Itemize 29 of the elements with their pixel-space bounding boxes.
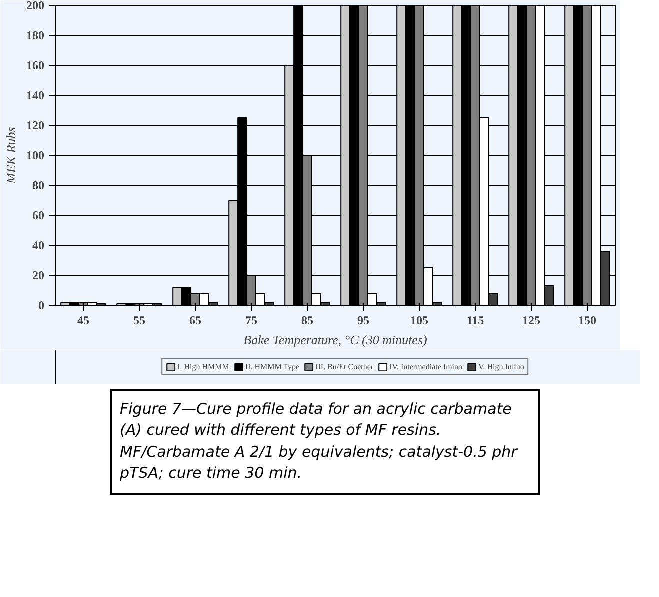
y-tick-label: 40	[32, 238, 44, 252]
y-tick-label: 20	[32, 268, 44, 282]
legend-label: I. High HMMM	[178, 362, 230, 372]
x-tick-label: 125	[522, 314, 540, 328]
y-tick-label: 160	[26, 58, 44, 72]
y-tick-label: 120	[26, 118, 44, 132]
x-tick-label: 95	[358, 314, 370, 328]
x-axis-title: Bake Temperature, °C (30 minutes)	[244, 332, 428, 348]
x-tick-label: 115	[466, 314, 484, 328]
x-tick-label: 150	[578, 314, 596, 328]
x-tick-label: 85	[302, 314, 314, 328]
y-tick-label: 80	[32, 178, 44, 192]
y-tick-label: 140	[26, 88, 44, 102]
y-tick-label: 200	[26, 0, 44, 12]
y-tick-label: 100	[26, 148, 44, 162]
y-tick-label: 180	[26, 28, 44, 42]
x-tick-label: 105	[410, 314, 428, 328]
x-tick-label: 75	[246, 314, 258, 328]
y-tick-label: 0	[38, 298, 44, 312]
x-tick-label: 55	[134, 314, 146, 328]
legend-label: V. High Imino	[478, 362, 524, 372]
caption: Figure 7—Cure profile data for an acrylic carbamate (A) cured with different types of MF resins. MF/Carbamate A 2/1 by equivalents; catalyst-0.5 phr pTSA; cure time 30 min.	[120, 399, 519, 484]
x-tick-label: 45	[78, 314, 90, 328]
y-tick-label: 60	[32, 208, 44, 222]
legend-label: III. Bu/Et Coether	[316, 362, 374, 372]
x-tick-label: 65	[190, 314, 202, 328]
legend-label: IV. Intermediate Imino	[390, 362, 463, 372]
y-axis-title: MEK Rubs	[4, 127, 18, 185]
legend-label: II. HMMM Type	[245, 362, 300, 372]
